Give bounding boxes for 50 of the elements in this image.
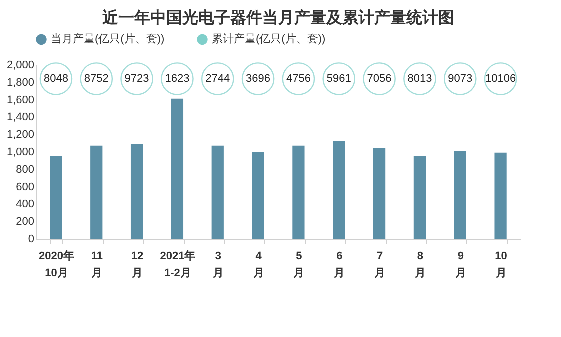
- y-tick-label: 800: [16, 164, 34, 176]
- bar: [90, 146, 103, 239]
- y-tick-label: 2,000: [6, 60, 34, 72]
- bar: [252, 152, 264, 239]
- bar: [50, 156, 62, 239]
- x-tick-label: 7 月: [374, 250, 386, 280]
- y-tick-label: 1,800: [6, 76, 34, 89]
- y-tick-label: 200: [16, 216, 34, 228]
- bar: [373, 148, 386, 239]
- legend-label: 当月产量(亿只(片、套)): [51, 32, 165, 46]
- x-tick-label: 2021年 1-2月: [160, 250, 196, 280]
- x-tick-label: 4 月: [252, 250, 264, 280]
- annotation: 8013: [408, 73, 432, 85]
- annotation: 7056: [367, 73, 392, 85]
- annotation: 9073: [448, 73, 473, 85]
- bar: [414, 156, 426, 239]
- y-tick-label: 1,400: [6, 112, 34, 124]
- annotation: 8752: [84, 73, 109, 85]
- x-tick-label: 10 月: [494, 250, 508, 280]
- x-tick-label: 12 月: [131, 250, 144, 280]
- annotation: 3696: [246, 73, 271, 85]
- y-tick-label: 600: [16, 181, 34, 194]
- y-tick-label: 1,600: [6, 94, 34, 106]
- x-tick-label: 9 月: [454, 250, 466, 280]
- bar: [454, 151, 466, 239]
- x-tick-label: 6 月: [333, 250, 346, 280]
- x-tick-label: 11 月: [90, 250, 103, 280]
- bar: [130, 144, 144, 239]
- annotation: 4756: [286, 73, 311, 85]
- annotation: 5961: [326, 73, 352, 85]
- x-tick-label: 2020年 10月: [38, 250, 74, 280]
- bar: [171, 98, 184, 239]
- bar: [494, 152, 507, 239]
- annotation: 2744: [206, 73, 230, 85]
- y-tick-label: 1,200: [6, 129, 34, 142]
- y-tick-label: 1,000: [6, 146, 34, 158]
- x-tick-label: 5 月: [292, 250, 305, 280]
- chart-title: 近一年中国光电子器件当月产量及累计产量统计图: [102, 8, 454, 27]
- annotation: 8048: [44, 73, 68, 85]
- annotation: 10106: [485, 73, 516, 85]
- annotation: 9723: [124, 73, 150, 85]
- bar: [333, 142, 346, 239]
- bar: [212, 146, 224, 239]
- bar: [292, 146, 305, 239]
- legend-label: 累计产量(亿只(片、套)): [212, 32, 326, 46]
- x-tick-label: 3 月: [212, 250, 224, 280]
- annotation: 1623: [165, 73, 190, 85]
- y-tick-label: 0: [28, 234, 34, 246]
- x-tick-label: 8 月: [414, 250, 426, 280]
- y-tick-label: 400: [16, 198, 34, 211]
